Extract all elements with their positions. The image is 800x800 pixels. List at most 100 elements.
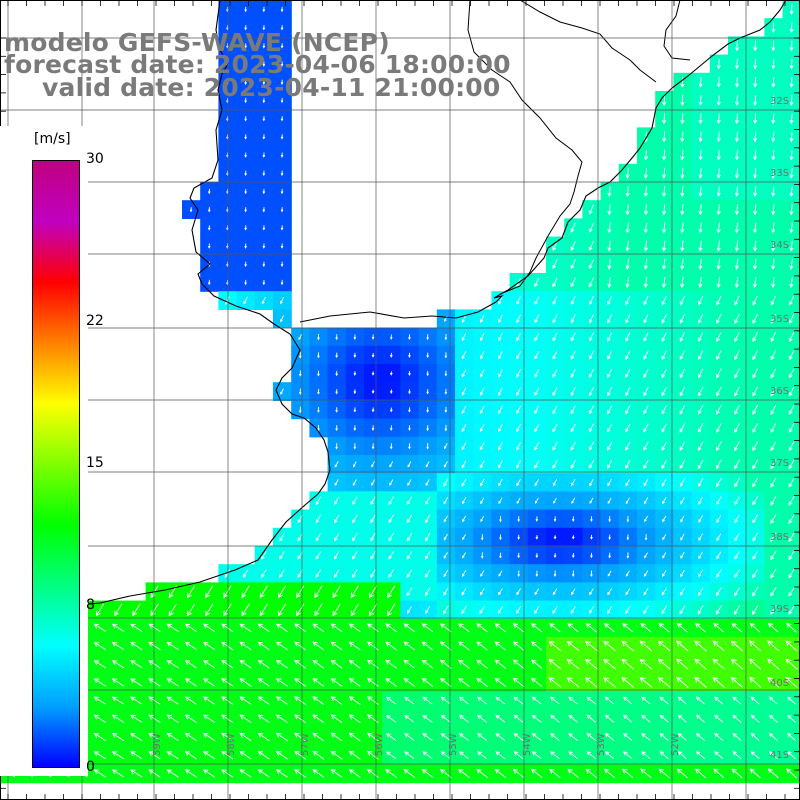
wind-arrow [771, 131, 776, 143]
wind-arrow [679, 386, 686, 397]
wind-arrow [257, 732, 270, 742]
wind-arrow [716, 131, 721, 143]
wind-arrow [771, 276, 776, 289]
wind-arrow [625, 478, 631, 487]
wind-arrow [277, 603, 287, 617]
wind-arrow [643, 386, 649, 397]
wind-arrow [607, 497, 612, 505]
wind-arrow [458, 768, 470, 778]
wind-arrow [111, 751, 125, 760]
wind-arrow [640, 623, 652, 633]
wind-arrow [680, 185, 685, 198]
wind-arrow [425, 532, 431, 542]
wind-arrow [425, 496, 431, 506]
wind-arrow [570, 459, 576, 469]
wind-arrow [385, 677, 397, 687]
wind-arrow [734, 167, 739, 179]
wind-arrow [750, 751, 760, 760]
wind-arrow [568, 714, 578, 723]
wind-arrow [716, 313, 722, 324]
wind-arrow [221, 678, 234, 687]
wind-arrow [368, 603, 378, 617]
wind-arrow [366, 677, 379, 687]
wind-arrow [734, 459, 740, 470]
wind-arrow [625, 258, 630, 270]
wind-arrow [262, 279, 266, 286]
wind-arrow [679, 423, 686, 433]
wind-arrow [494, 768, 506, 778]
wind-arrow [458, 659, 470, 669]
wind-arrow [734, 386, 740, 397]
wind-arrow [550, 714, 560, 723]
wind-arrow [716, 258, 721, 270]
wind-arrow [262, 207, 266, 213]
wind-arrow [697, 368, 704, 379]
lat-label: 41S [770, 750, 789, 761]
wind-arrow [789, 4, 794, 15]
wind-arrow [239, 659, 252, 669]
wind-arrow [239, 732, 252, 742]
wind-arrow [680, 149, 685, 161]
wind-arrow [661, 350, 667, 361]
wind-arrow [315, 532, 322, 542]
wind-arrow [590, 534, 593, 540]
wind-arrow [534, 497, 539, 504]
wind-arrow [753, 113, 758, 125]
wind-arrow [426, 352, 429, 359]
wind-arrow [148, 769, 161, 778]
wind-arrow [476, 641, 488, 651]
wind-arrow [661, 149, 667, 161]
wind-arrow [224, 569, 231, 578]
wind-arrow [111, 623, 125, 632]
wind-arrow [568, 751, 578, 760]
wind-arrow [279, 569, 285, 578]
wind-arrow [680, 258, 685, 270]
wind-arrow [697, 605, 704, 615]
wind-arrow [657, 658, 671, 670]
wind-arrow [244, 43, 247, 49]
wind-arrow [608, 534, 611, 541]
wind-arrow [244, 25, 247, 31]
wind-arrow [625, 405, 631, 415]
wind-arrow [607, 441, 613, 451]
wind-arrow [643, 497, 649, 505]
wind-arrow [477, 733, 488, 741]
wind-arrow [788, 495, 795, 506]
wind-arrow [679, 441, 686, 452]
wind-arrow [661, 459, 667, 470]
wind-arrow [130, 623, 143, 632]
wind-arrow [716, 240, 721, 252]
wind-arrow [512, 768, 525, 779]
wind-arrow [662, 94, 667, 107]
wind-arrow [767, 640, 780, 652]
wind-arrow [241, 603, 250, 617]
wind-arrow [588, 405, 594, 415]
wind-arrow [408, 425, 411, 432]
wind-arrow [750, 714, 760, 723]
wind-arrow [715, 605, 722, 615]
wind-arrow [588, 441, 594, 451]
wind-arrow [716, 222, 721, 234]
wind-arrow [93, 660, 106, 669]
wind-arrow [570, 423, 576, 433]
wind-arrow [262, 152, 266, 158]
wind-arrow [625, 350, 631, 360]
wind-arrow [203, 660, 216, 669]
wind-arrow [385, 714, 397, 723]
wind-arrow [389, 479, 394, 486]
wind-arrow [221, 750, 234, 760]
wind-arrow [679, 404, 686, 415]
wind-arrow [752, 276, 758, 289]
wind-arrow [680, 94, 685, 107]
wind-arrow [353, 371, 357, 376]
wind-arrow [221, 696, 234, 705]
wind-arrow [749, 622, 761, 633]
wind-arrow [661, 605, 668, 615]
wind-arrow [421, 623, 434, 633]
wind-arrow [477, 714, 488, 723]
wind-arrow [788, 331, 795, 343]
wind-arrow [771, 222, 776, 234]
wind-arrow [789, 167, 794, 179]
wind-arrow [130, 751, 143, 760]
wind-arrow [480, 570, 485, 577]
